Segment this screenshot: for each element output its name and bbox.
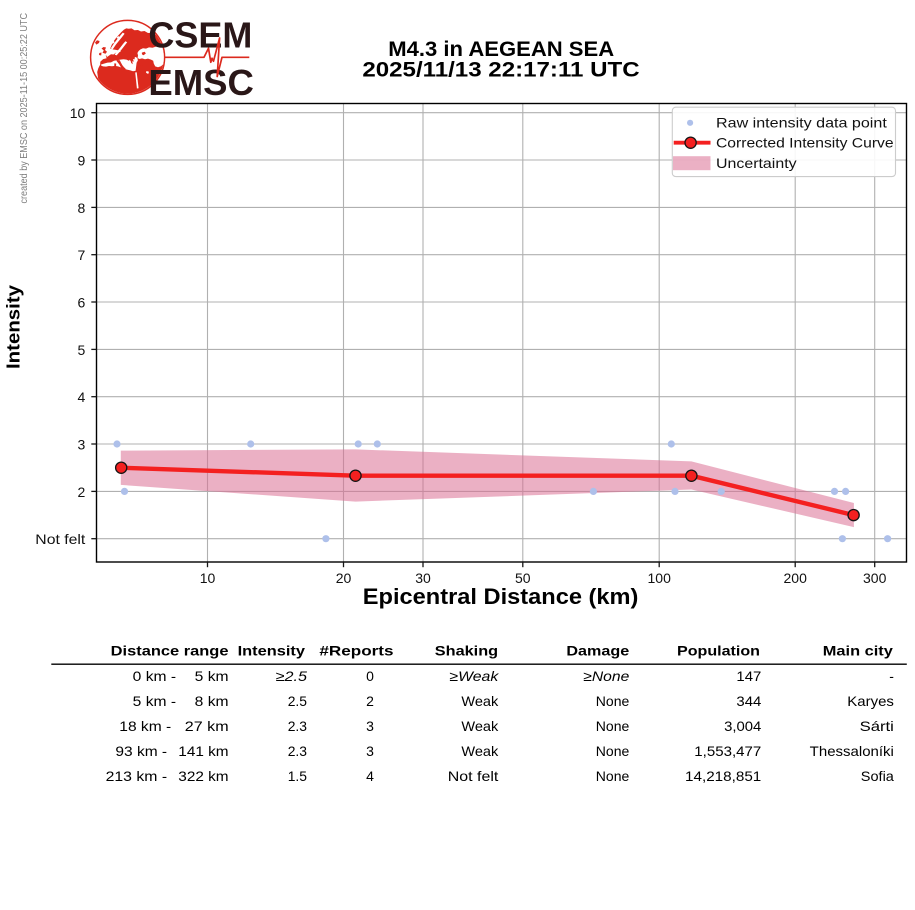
- svg-text:Sofia: Sofia: [861, 768, 894, 784]
- svg-text:8 km: 8 km: [195, 693, 229, 709]
- svg-text:4: 4: [366, 768, 374, 784]
- svg-text:Weak: Weak: [461, 693, 499, 709]
- svg-text:141 km: 141 km: [178, 743, 228, 759]
- svg-text:Distance range: Distance range: [111, 643, 229, 659]
- svg-text:10: 10: [200, 570, 216, 586]
- svg-text:created by EMSC on 2025-11-15: created by EMSC on 2025-11-15 00:25:22 U…: [19, 13, 30, 204]
- svg-text:322 km: 322 km: [178, 768, 228, 784]
- svg-text:Shaking: Shaking: [435, 643, 498, 659]
- svg-text:344: 344: [736, 693, 761, 709]
- svg-text:2.3: 2.3: [288, 743, 308, 759]
- svg-text:None: None: [596, 768, 630, 784]
- svg-text:Damage: Damage: [566, 643, 629, 659]
- svg-text:5 km -: 5 km -: [133, 693, 177, 709]
- svg-text:100: 100: [648, 570, 672, 586]
- svg-text:Thessaloníki: Thessaloníki: [810, 743, 894, 759]
- svg-text:EMSC: EMSC: [148, 62, 254, 103]
- svg-text:M4.3 in AEGEAN SEA: M4.3 in AEGEAN SEA: [388, 37, 614, 61]
- svg-text:2025/11/13 22:17:11 UTC: 2025/11/13 22:17:11 UTC: [362, 58, 639, 82]
- svg-text:Intensity: Intensity: [238, 643, 306, 659]
- svg-text:1,553,477: 1,553,477: [694, 743, 761, 759]
- svg-text:Weak: Weak: [461, 743, 499, 759]
- svg-text:3: 3: [78, 437, 86, 453]
- svg-text:1.5: 1.5: [288, 768, 308, 784]
- svg-text:93 km -: 93 km -: [115, 743, 167, 759]
- svg-text:10: 10: [70, 105, 86, 121]
- svg-text:≥Weak: ≥Weak: [449, 668, 499, 684]
- svg-text:Uncertainty: Uncertainty: [716, 155, 797, 171]
- svg-text:Intensity: Intensity: [3, 284, 24, 369]
- svg-text:Karyes: Karyes: [847, 693, 894, 709]
- svg-text:Corrected Intensity Curve: Corrected Intensity Curve: [716, 135, 894, 151]
- svg-text:5 km: 5 km: [195, 668, 229, 684]
- svg-text:Main city: Main city: [823, 643, 893, 659]
- svg-text:300: 300: [863, 570, 887, 586]
- svg-text:2: 2: [78, 484, 86, 500]
- svg-text:14,218,851: 14,218,851: [685, 768, 762, 784]
- svg-text:3: 3: [366, 718, 374, 734]
- svg-text:213 km -: 213 km -: [106, 768, 168, 784]
- svg-text:147: 147: [736, 668, 761, 684]
- svg-text:Epicentral Distance (km): Epicentral Distance (km): [363, 584, 639, 609]
- svg-text:200: 200: [784, 570, 808, 586]
- svg-text:3: 3: [366, 743, 374, 759]
- svg-text:2.3: 2.3: [288, 718, 308, 734]
- svg-text:9: 9: [78, 153, 86, 169]
- svg-text:2: 2: [366, 693, 374, 709]
- svg-text:None: None: [596, 693, 630, 709]
- svg-text:8: 8: [78, 200, 86, 216]
- svg-text:-: -: [889, 668, 894, 684]
- svg-text:6: 6: [78, 295, 86, 311]
- svg-text:3,004: 3,004: [724, 718, 761, 734]
- svg-text:4: 4: [78, 389, 86, 405]
- svg-text:50: 50: [515, 570, 531, 586]
- svg-text:Not felt: Not felt: [448, 768, 499, 784]
- svg-text:None: None: [596, 718, 630, 734]
- svg-text:≥2.5: ≥2.5: [276, 668, 308, 684]
- svg-text:5: 5: [78, 342, 86, 358]
- svg-text:≥None: ≥None: [583, 668, 629, 684]
- svg-text:None: None: [596, 743, 630, 759]
- svg-text:Population: Population: [677, 643, 760, 659]
- svg-text:Not felt: Not felt: [35, 531, 85, 547]
- svg-text:CSEM: CSEM: [148, 15, 252, 56]
- svg-text:0 km -: 0 km -: [133, 668, 177, 684]
- svg-text:Weak: Weak: [461, 718, 499, 734]
- svg-text:2.5: 2.5: [288, 693, 308, 709]
- svg-text:27 km: 27 km: [185, 718, 229, 734]
- svg-text:7: 7: [78, 247, 86, 263]
- svg-text:Sárti: Sárti: [860, 718, 894, 734]
- svg-text:20: 20: [336, 570, 352, 586]
- svg-text:0: 0: [366, 668, 374, 684]
- svg-text:18 km -: 18 km -: [119, 718, 171, 734]
- svg-text:#Reports: #Reports: [319, 643, 393, 659]
- svg-text:30: 30: [415, 570, 431, 586]
- svg-text:Raw intensity data point: Raw intensity data point: [716, 115, 887, 131]
